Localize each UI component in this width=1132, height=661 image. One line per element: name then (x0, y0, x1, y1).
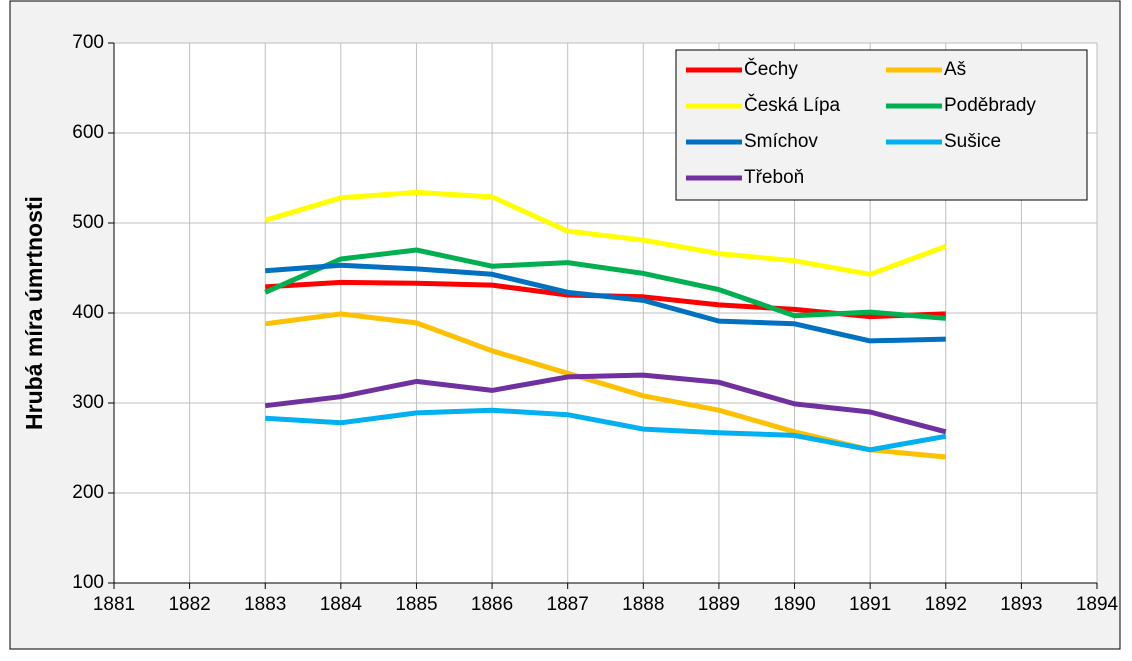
y-axis-label: Hrubá míra úmrtnosti (21, 196, 47, 430)
x-tick-label: 1894 (1076, 594, 1119, 615)
y-tick-label: 100 (72, 572, 104, 593)
y-tick-label: 600 (72, 122, 104, 143)
y-tick-label: 700 (72, 32, 104, 53)
series-line (264, 247, 946, 321)
x-tick-label: 1889 (698, 594, 740, 615)
series-line (265, 407, 947, 453)
x-tick-label: 1884 (320, 594, 363, 615)
x-tick-label: 1883 (244, 594, 286, 615)
series-line (264, 189, 947, 277)
y-tick-label: 500 (72, 212, 104, 233)
legend-label: Čechy (744, 58, 798, 80)
x-tick-label: 1891 (849, 594, 891, 615)
series-line (265, 262, 946, 344)
legend-box (675, 49, 1088, 201)
x-tick-label: 1888 (622, 594, 664, 615)
x-tick-label: 1881 (93, 594, 135, 615)
x-tick-label: 1886 (471, 594, 513, 615)
x-tick-label: 1893 (1000, 594, 1042, 615)
x-tick-label: 1890 (773, 594, 815, 615)
x-tick-label: 1882 (168, 594, 210, 615)
y-tick-label: 200 (72, 482, 104, 503)
y-tick-label: 400 (72, 302, 104, 323)
legend-label: Aš (944, 59, 966, 80)
series-line (264, 372, 947, 435)
x-tick-label: 1885 (395, 594, 437, 615)
y-tick-label: 300 (72, 392, 104, 413)
legend-label: Smíchov (744, 131, 818, 152)
x-tick-label: 1892 (925, 594, 967, 615)
legend-label: Česká Lípa (744, 94, 841, 116)
legend-label: Sušice (944, 131, 1001, 152)
x-tick-label: 1887 (547, 594, 589, 615)
legend-label: Poděbrady (944, 95, 1036, 116)
legend-label: Třeboň (744, 167, 804, 188)
